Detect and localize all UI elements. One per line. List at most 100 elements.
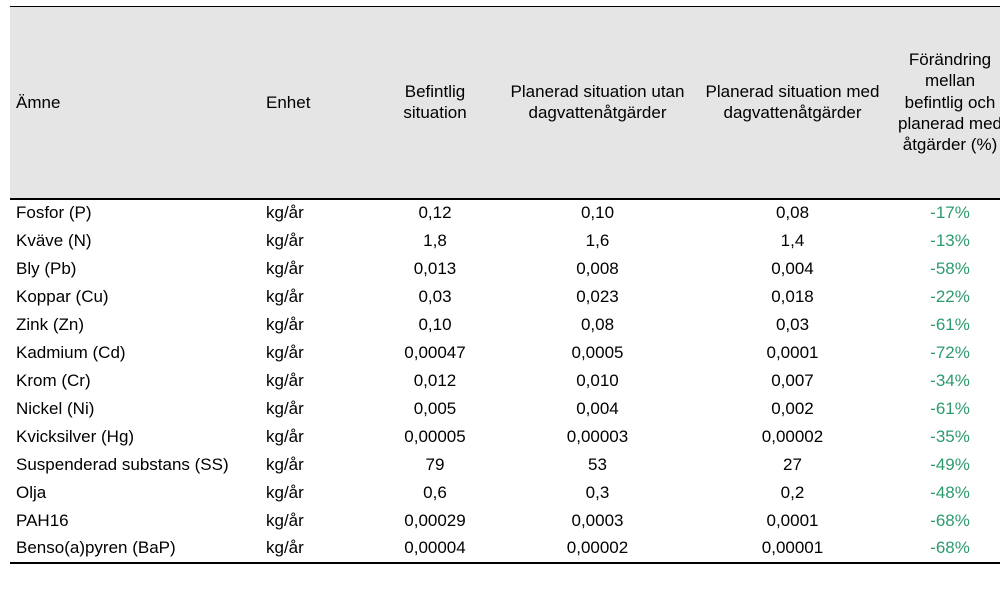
col-enhet: Enhet	[260, 7, 370, 199]
table-row: PAH16kg/år0,000290,00030,0001-68%	[10, 507, 1000, 535]
cell-med: 0,03	[695, 311, 890, 339]
cell-utan: 0,0003	[500, 507, 695, 535]
cell-amne: PAH16	[10, 507, 260, 535]
cell-utan: 0,010	[500, 367, 695, 395]
cell-enhet: kg/år	[260, 423, 370, 451]
cell-enhet: kg/år	[260, 255, 370, 283]
cell-amne: Bly (Pb)	[10, 255, 260, 283]
cell-change: -61%	[890, 395, 1000, 423]
cell-bef: 0,00004	[370, 535, 500, 563]
cell-utan: 0,0005	[500, 339, 695, 367]
cell-bef: 79	[370, 451, 500, 479]
cell-med: 0,2	[695, 479, 890, 507]
cell-bef: 0,12	[370, 199, 500, 227]
cell-enhet: kg/år	[260, 507, 370, 535]
cell-bef: 0,005	[370, 395, 500, 423]
cell-utan: 53	[500, 451, 695, 479]
cell-med: 0,002	[695, 395, 890, 423]
table-header: Ämne Enhet Befintlig situation Planerad …	[10, 7, 1000, 199]
cell-enhet: kg/år	[260, 199, 370, 227]
cell-utan: 0,004	[500, 395, 695, 423]
cell-amne: Zink (Zn)	[10, 311, 260, 339]
cell-bef: 1,8	[370, 227, 500, 255]
cell-utan: 0,10	[500, 199, 695, 227]
cell-med: 0,004	[695, 255, 890, 283]
table-container: Ämne Enhet Befintlig situation Planerad …	[0, 0, 1000, 570]
cell-bef: 0,00005	[370, 423, 500, 451]
table-row: Kadmium (Cd)kg/år0,000470,00050,0001-72%	[10, 339, 1000, 367]
cell-enhet: kg/år	[260, 367, 370, 395]
pollutant-table: Ämne Enhet Befintlig situation Planerad …	[10, 6, 1000, 564]
table-row: Koppar (Cu)kg/år0,030,0230,018-22%	[10, 283, 1000, 311]
cell-change: -49%	[890, 451, 1000, 479]
cell-enhet: kg/år	[260, 535, 370, 563]
cell-change: -48%	[890, 479, 1000, 507]
cell-amne: Nickel (Ni)	[10, 395, 260, 423]
cell-med: 0,0001	[695, 339, 890, 367]
cell-med: 0,00001	[695, 535, 890, 563]
cell-amne: Kvicksilver (Hg)	[10, 423, 260, 451]
cell-med: 0,018	[695, 283, 890, 311]
cell-change: -22%	[890, 283, 1000, 311]
col-med: Planerad situation med dagvattenåtgärder	[695, 7, 890, 199]
table-row: Suspenderad substans (SS)kg/år795327-49%	[10, 451, 1000, 479]
cell-change: -35%	[890, 423, 1000, 451]
cell-amne: Krom (Cr)	[10, 367, 260, 395]
cell-enhet: kg/år	[260, 395, 370, 423]
table-row: Bly (Pb)kg/år0,0130,0080,004-58%	[10, 255, 1000, 283]
cell-amne: Suspenderad substans (SS)	[10, 451, 260, 479]
cell-enhet: kg/år	[260, 227, 370, 255]
cell-change: -72%	[890, 339, 1000, 367]
cell-med: 0,00002	[695, 423, 890, 451]
cell-amne: Benso(a)pyren (BaP)	[10, 535, 260, 563]
table-row: Oljakg/år0,60,30,2-48%	[10, 479, 1000, 507]
cell-med: 0,08	[695, 199, 890, 227]
cell-amne: Kväve (N)	[10, 227, 260, 255]
cell-bef: 0,10	[370, 311, 500, 339]
cell-change: -17%	[890, 199, 1000, 227]
cell-bef: 0,013	[370, 255, 500, 283]
cell-enhet: kg/år	[260, 479, 370, 507]
cell-utan: 0,00002	[500, 535, 695, 563]
cell-utan: 0,023	[500, 283, 695, 311]
table-row: Krom (Cr)kg/år0,0120,0100,007-34%	[10, 367, 1000, 395]
cell-bef: 0,03	[370, 283, 500, 311]
col-change: Förändring mellan befintlig och planerad…	[890, 7, 1000, 199]
cell-change: -34%	[890, 367, 1000, 395]
cell-bef: 0,6	[370, 479, 500, 507]
table-row: Benso(a)pyren (BaP)kg/år0,000040,000020,…	[10, 535, 1000, 563]
cell-utan: 0,00003	[500, 423, 695, 451]
cell-enhet: kg/år	[260, 283, 370, 311]
cell-amne: Kadmium (Cd)	[10, 339, 260, 367]
table-row: Fosfor (P)kg/år0,120,100,08-17%	[10, 199, 1000, 227]
cell-amne: Olja	[10, 479, 260, 507]
cell-med: 27	[695, 451, 890, 479]
table-row: Kvicksilver (Hg)kg/år0,000050,000030,000…	[10, 423, 1000, 451]
cell-bef: 0,00029	[370, 507, 500, 535]
cell-amne: Koppar (Cu)	[10, 283, 260, 311]
cell-med: 0,007	[695, 367, 890, 395]
table-row: Kväve (N)kg/år1,81,61,4-13%	[10, 227, 1000, 255]
cell-change: -58%	[890, 255, 1000, 283]
cell-utan: 0,008	[500, 255, 695, 283]
table-body: Fosfor (P)kg/år0,120,100,08-17%Kväve (N)…	[10, 199, 1000, 563]
cell-med: 1,4	[695, 227, 890, 255]
cell-change: -61%	[890, 311, 1000, 339]
cell-enhet: kg/år	[260, 451, 370, 479]
cell-utan: 0,08	[500, 311, 695, 339]
table-row: Zink (Zn)kg/år0,100,080,03-61%	[10, 311, 1000, 339]
cell-med: 0,0001	[695, 507, 890, 535]
cell-amne: Fosfor (P)	[10, 199, 260, 227]
cell-change: -13%	[890, 227, 1000, 255]
table-row: Nickel (Ni)kg/år0,0050,0040,002-61%	[10, 395, 1000, 423]
cell-change: -68%	[890, 535, 1000, 563]
col-befintlig: Befintlig situation	[370, 7, 500, 199]
cell-change: -68%	[890, 507, 1000, 535]
cell-enhet: kg/år	[260, 311, 370, 339]
cell-bef: 0,00047	[370, 339, 500, 367]
cell-enhet: kg/år	[260, 339, 370, 367]
cell-utan: 0,3	[500, 479, 695, 507]
cell-utan: 1,6	[500, 227, 695, 255]
col-amne: Ämne	[10, 7, 260, 199]
col-utan: Planerad situation utan dagvattenåtgärde…	[500, 7, 695, 199]
